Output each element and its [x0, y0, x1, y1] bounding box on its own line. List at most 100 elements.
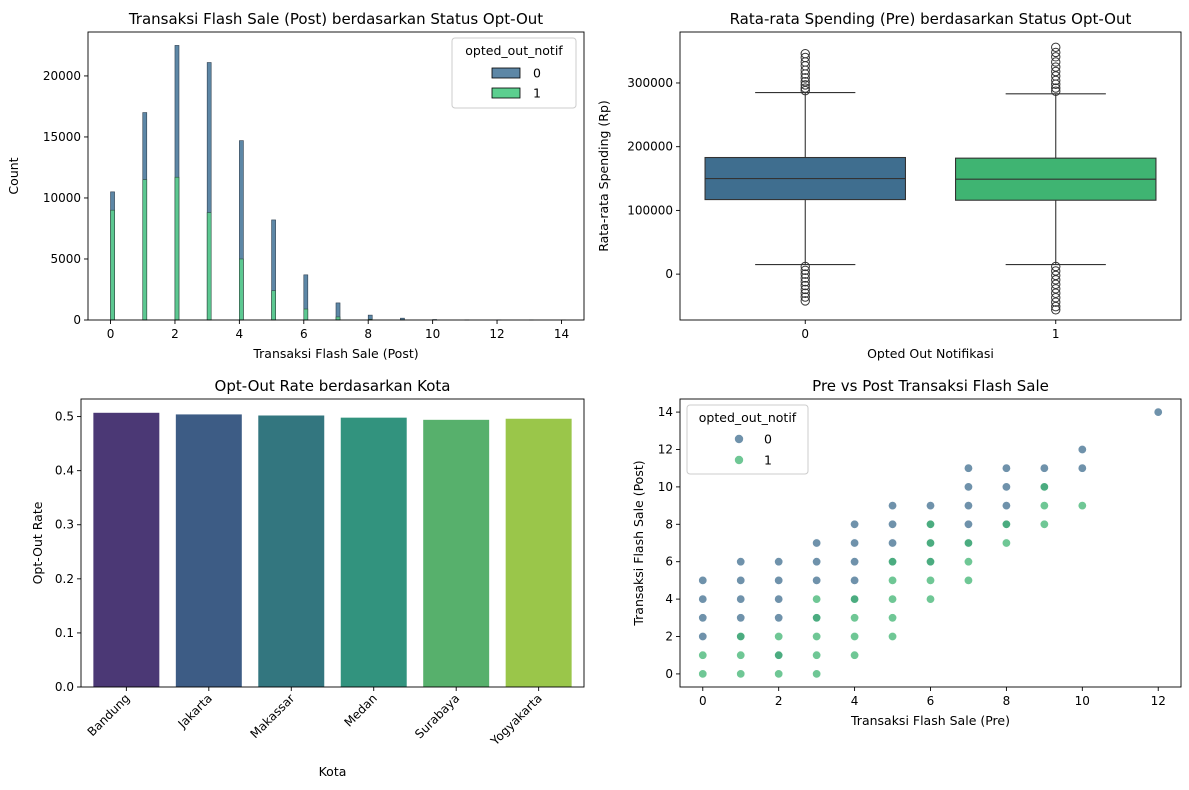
scatter-point-1 — [850, 650, 860, 660]
scatter-point-0 — [850, 557, 860, 567]
bar-xtick-label: Medan — [341, 691, 379, 729]
bar-xtick-label: Jakarta — [175, 691, 215, 731]
hist-bar-1 — [239, 258, 244, 321]
scatter-point-0 — [698, 632, 708, 642]
hist-bar-1 — [303, 308, 309, 321]
hist-xlabel: Transaksi Flash Sale (Post) — [252, 346, 418, 361]
hist-bar-1 — [271, 290, 276, 321]
scatter-ylabel: Transaksi Flash Sale (Post) — [631, 460, 646, 626]
hist-xtick-label: 14 — [554, 327, 569, 341]
scatter-legend-box — [686, 404, 809, 475]
box-flier — [800, 261, 810, 272]
box-xtick-label: 0 — [801, 327, 809, 341]
box-flier — [800, 296, 810, 306]
scatter-point-1 — [1001, 538, 1011, 548]
box-flier — [1051, 297, 1061, 307]
scatter-point-0 — [698, 613, 708, 623]
hist-xtick-label: 8 — [364, 327, 372, 341]
scatter-legend-marker — [734, 455, 744, 465]
hist-xtick-label: 2 — [171, 327, 179, 341]
scatter-point-0 — [1077, 444, 1087, 454]
scatter-xtick-label: 4 — [851, 694, 859, 708]
scatter-point-0 — [698, 594, 708, 604]
scatter-point-1 — [736, 632, 746, 642]
bar-ylabel: Opt-Out Rate — [30, 501, 45, 584]
box-flier — [1051, 305, 1061, 315]
box-flier — [1051, 75, 1061, 86]
box-ylabel: Rata-rata Spending (Rp) — [596, 100, 611, 252]
bar-jakarta — [175, 414, 242, 687]
scatter-point-1 — [925, 575, 935, 585]
box-flier — [800, 292, 810, 302]
box-flier — [1051, 288, 1061, 298]
scatter-legend-label: 0 — [764, 432, 772, 447]
scatter-xtick-label: 6 — [927, 694, 935, 708]
bar-xtick-label: Bandung — [85, 691, 133, 739]
box-flier — [1051, 86, 1061, 96]
scatter-point-0 — [1077, 463, 1087, 473]
scatter-point-1 — [888, 594, 898, 604]
scatter-point-1 — [698, 669, 708, 679]
scatter-xlabel: Transaksi Flash Sale (Pre) — [850, 713, 1010, 728]
scatter-point-1 — [774, 650, 784, 660]
scatter-point-0 — [698, 575, 708, 585]
scatter-point-0 — [850, 538, 860, 548]
scatter-legend-title: opted_out_notif — [699, 410, 797, 425]
hist-ytick-label: 20000 — [43, 69, 81, 83]
scatter-point-1 — [850, 632, 860, 642]
scatter-point-0 — [774, 557, 784, 567]
scatter-ytick-label: 2 — [665, 630, 673, 644]
hist-xtick-label: 4 — [236, 327, 244, 341]
scatter-point-0 — [963, 482, 973, 492]
scatter-point-1 — [774, 669, 784, 679]
box-flier — [1051, 62, 1061, 72]
hist-ylabel: Count — [6, 157, 21, 194]
scatter-point-1 — [963, 575, 973, 585]
scatter-legend-label: 1 — [764, 453, 772, 468]
box-flier — [1051, 71, 1061, 81]
bar-bandung — [93, 412, 160, 687]
scatter-point-0 — [963, 463, 973, 473]
bar-title: Opt-Out Rate berdasarkan Kota — [215, 377, 451, 395]
hist-frame — [87, 31, 585, 321]
box-flier — [800, 52, 810, 63]
scatter-point-1 — [925, 557, 935, 567]
bar-ytick-label: 0.1 — [55, 626, 74, 640]
scatter-point-0 — [736, 594, 746, 604]
box-flier — [1051, 261, 1061, 272]
scatter-ytick-label: 14 — [658, 405, 673, 419]
scatter-legend-marker — [734, 434, 744, 444]
box-flier — [1051, 292, 1061, 303]
bar-ytick-label: 0.0 — [55, 680, 74, 694]
box-flier — [800, 83, 810, 93]
scatter-point-0 — [925, 501, 935, 511]
scatter-point-0 — [736, 575, 746, 585]
scatter-point-0 — [812, 538, 822, 548]
scatter-point-0 — [1001, 482, 1011, 492]
bar-medan — [340, 417, 407, 687]
bar-xlabel: Kota — [319, 764, 347, 779]
scatter-point-1 — [925, 538, 935, 548]
scatter-point-1 — [698, 650, 708, 660]
box-flier — [800, 277, 810, 287]
bar-ytick-label: 0.3 — [55, 518, 74, 532]
hist-legend-label: 0 — [533, 66, 541, 81]
box-flier — [1051, 266, 1061, 276]
box-flier — [800, 48, 810, 59]
hist-ytick-label: 15000 — [43, 130, 81, 144]
scatter-point-0 — [850, 575, 860, 585]
scatter-point-1 — [1001, 519, 1011, 529]
box-flier — [1051, 284, 1061, 294]
scatter-xtick-label: 12 — [1151, 694, 1166, 708]
box-flier — [800, 273, 810, 283]
box-flier — [800, 76, 810, 87]
scatter-point-0 — [963, 501, 973, 511]
box-flier — [1051, 270, 1061, 281]
scatter-ytick-label: 12 — [658, 442, 673, 456]
scatter-point-1 — [812, 594, 822, 604]
box-flier — [1051, 57, 1061, 67]
bar-xtick-label: Yogyakarta — [487, 691, 544, 748]
scatter-point-0 — [963, 519, 973, 529]
bar-ytick-label: 0.4 — [55, 464, 74, 478]
scatter-point-0 — [1001, 501, 1011, 511]
